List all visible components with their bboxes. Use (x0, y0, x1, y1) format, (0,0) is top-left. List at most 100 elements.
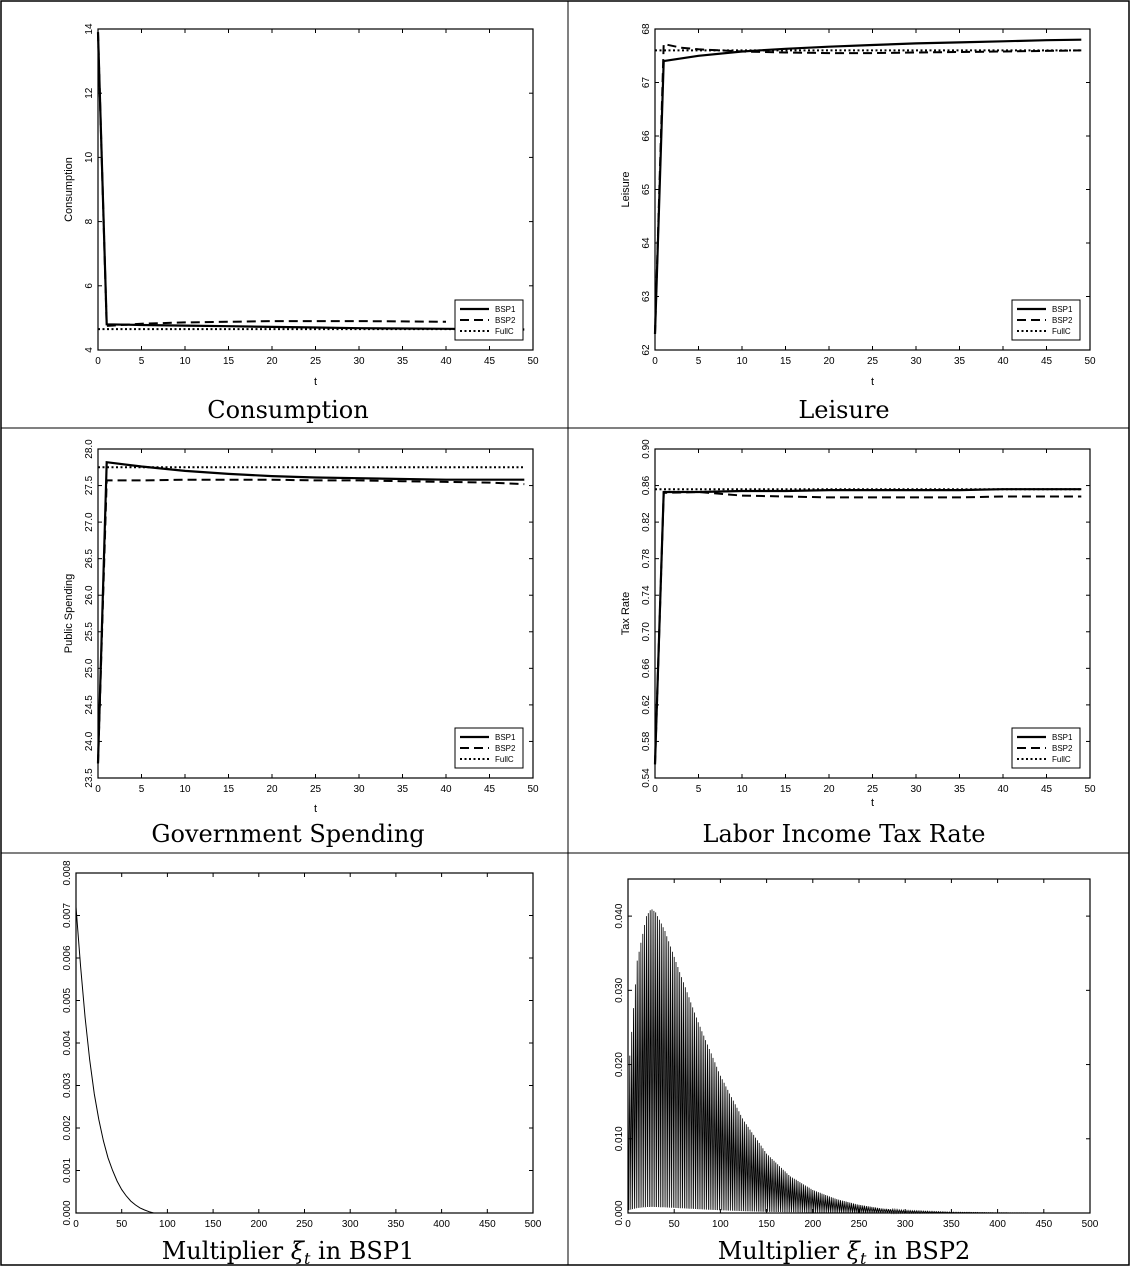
y-tick-label: 26.5 (84, 548, 95, 568)
x-tick-label: 20 (266, 356, 278, 367)
y-axis-label: Public Spending (63, 574, 75, 654)
y-tick-label: 0.005 (62, 988, 73, 1013)
y-tick-label: 0.004 (62, 1030, 73, 1055)
y-axis-label: Leisure (620, 171, 632, 207)
x-tick-label: 0 (73, 1219, 79, 1230)
x-tick-label: 15 (780, 784, 792, 795)
y-tick-label: 0.001 (62, 1158, 73, 1183)
x-tick-label: 100 (159, 1219, 176, 1230)
x-axis-label: t (314, 803, 317, 815)
y-tick-label: 14 (84, 23, 95, 35)
x-tick-label: 450 (1035, 1219, 1052, 1230)
series-line-multiplier (627, 909, 1090, 1215)
x-tick-label: 200 (250, 1219, 267, 1230)
legend-label: FullC (1052, 327, 1071, 336)
y-tick-label: 0.70 (641, 622, 652, 642)
x-tick-label: 45 (484, 356, 496, 367)
x-tick-label: 200 (804, 1219, 821, 1230)
panel-caption: Multiplier ξt in BSP2 (718, 1237, 971, 1266)
y-tick-label: 65 (641, 184, 652, 196)
x-tick-label: 0 (652, 356, 658, 367)
y-tick-label: 0.000 (62, 1200, 73, 1225)
panel-consumption: 0 5 10 15 20 25 30 35 40 45 50 4 6 8 10 12 14 t Consumptio… (63, 23, 539, 424)
x-tick-label: 5 (139, 784, 145, 795)
x-tick-label: 50 (527, 784, 539, 795)
x-tick-label: 10 (736, 784, 748, 795)
y-tick-label: 25.5 (84, 622, 95, 642)
legend-label: BSP1 (1052, 733, 1073, 742)
x-tick-label: 35 (397, 784, 409, 795)
x-tick-label: 45 (1041, 784, 1053, 795)
panel-caption: Multiplier ξt in BSP1 (162, 1237, 415, 1266)
y-tick-label: 64 (641, 237, 652, 249)
y-tick-label: 0.006 (62, 945, 73, 970)
x-tick-label: 30 (910, 784, 922, 795)
x-tick-label: 35 (954, 356, 966, 367)
x-tick-label: 15 (223, 356, 235, 367)
series-line-bsp2 (654, 490, 1082, 765)
legend-label: FullC (495, 755, 514, 764)
x-tick-label: 20 (823, 356, 835, 367)
y-tick-label: 28.0 (84, 439, 95, 459)
panel-multiplier-bsp2: 0 50 100 150 200 250 300 350 400 450 500 0.000 0.010… (614, 878, 1099, 1266)
x-tick-label: 10 (179, 784, 191, 795)
y-axis-label: Tax Rate (620, 592, 632, 635)
x-tick-label: 10 (179, 356, 191, 367)
y-tick-label: 6 (84, 283, 95, 289)
y-tick-label: 0.62 (641, 695, 652, 715)
series-line-bsp2 (654, 42, 1082, 335)
x-tick-label: 30 (353, 356, 365, 367)
x-tick-label: 50 (527, 356, 539, 367)
y-axis-label: Consumption (63, 157, 75, 222)
x-tick-label: 45 (1041, 356, 1053, 367)
y-tick-label: 66 (641, 130, 652, 142)
x-tick-label: 20 (266, 784, 278, 795)
legend-label: FullC (495, 327, 514, 336)
legend-label: BSP1 (495, 305, 516, 314)
x-tick-label: 25 (310, 784, 322, 795)
panel-caption: Consumption (207, 396, 368, 424)
legend-label: BSP2 (495, 316, 516, 325)
x-axis-label: t (871, 797, 874, 809)
series-line-bsp2 (97, 478, 525, 764)
y-tick-label: 12 (84, 87, 95, 99)
series-line-bsp1 (96, 32, 525, 331)
x-tick-label: 450 (479, 1219, 496, 1230)
x-tick-label: 15 (223, 784, 235, 795)
legend-label: BSP2 (1052, 316, 1073, 325)
x-tick-label: 500 (525, 1219, 542, 1230)
x-tick-label: 5 (696, 356, 702, 367)
legend-label: BSP2 (495, 744, 516, 753)
x-tick-label: 45 (484, 784, 496, 795)
y-tick-label: 62 (641, 344, 652, 356)
y-tick-label: 0.90 (641, 439, 652, 459)
x-tick-label: 500 (1082, 1219, 1099, 1230)
x-tick-label: 20 (823, 784, 835, 795)
x-tick-label: 0 (625, 1219, 631, 1230)
y-tick-label: 4 (84, 347, 95, 353)
x-axis-label: t (871, 376, 874, 388)
x-tick-label: 25 (867, 356, 879, 367)
y-tick-label: 68 (641, 23, 652, 35)
x-tick-label: 350 (943, 1219, 960, 1230)
x-tick-label: 0 (652, 784, 658, 795)
series-line-bsp2 (97, 32, 447, 327)
series-line-multiplier (75, 906, 154, 1214)
x-tick-label: 50 (116, 1219, 128, 1230)
x-tick-label: 150 (758, 1219, 775, 1230)
x-tick-label: 25 (310, 356, 322, 367)
x-tick-label: 150 (205, 1219, 222, 1230)
y-tick-label: 63 (641, 291, 652, 303)
x-tick-label: 35 (954, 784, 966, 795)
y-tick-label: 0.003 (62, 1073, 73, 1098)
x-tick-label: 30 (353, 784, 365, 795)
x-tick-label: 0 (95, 784, 101, 795)
panel-caption: Leisure (798, 396, 889, 424)
panel-leisure: 0 5 10 15 20 25 30 35 40 45 50 62 63 64 65 66 67 68 t Leisu… (620, 23, 1096, 424)
x-tick-label: 35 (397, 356, 409, 367)
x-tick-label: 5 (696, 784, 702, 795)
y-tick-label: 0.54 (641, 768, 652, 788)
legend-label: BSP2 (1052, 744, 1073, 753)
legend-label: BSP1 (495, 733, 516, 742)
